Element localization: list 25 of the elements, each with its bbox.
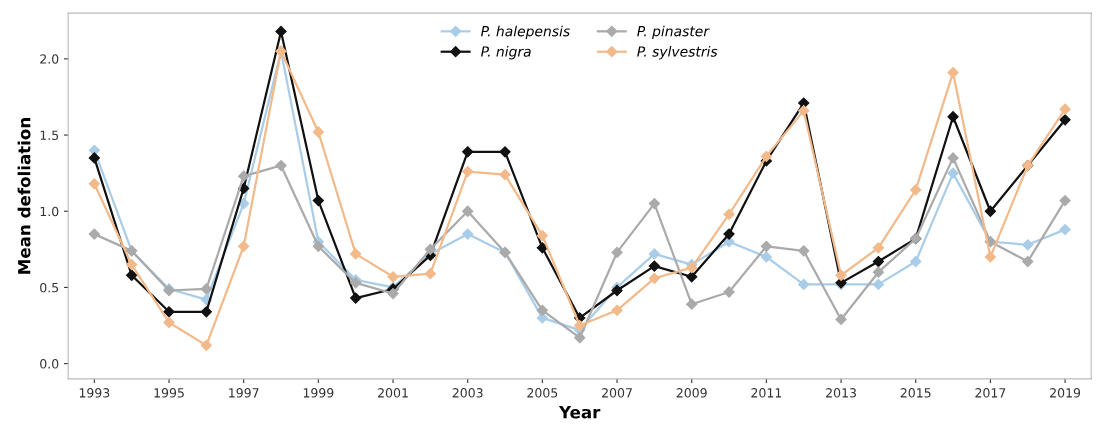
- y-tick-label: 1.5: [40, 130, 59, 140]
- x-tick-label: 2019: [1050, 388, 1081, 398]
- x-tick-label: 1997: [229, 388, 259, 398]
- y-tick-label: 1.0: [40, 206, 59, 217]
- x-tick-label: 2015: [900, 388, 931, 398]
- legend-label: P. pinaster: [637, 25, 710, 40]
- x-tick-label: 2017: [975, 388, 1006, 398]
- legend-label: P. sylvestris: [637, 46, 718, 60]
- x-tick-label: 1993: [79, 388, 110, 398]
- legend-label: P. nigra: [481, 46, 531, 60]
- legend-label: P. halepensis: [481, 25, 570, 40]
- x-tick-label: 2001: [378, 388, 408, 398]
- x-tick-label: 2013: [826, 388, 856, 398]
- y-axis-title: Mean defoliation: [17, 118, 31, 274]
- y-tick-label: 0.0: [40, 359, 59, 369]
- x-tick-label: 2009: [676, 388, 707, 398]
- x-tick-label: 1999: [303, 388, 334, 398]
- x-tick-label: 1995: [154, 388, 184, 398]
- x-tick-label: 2003: [452, 388, 483, 398]
- y-tick-label: 0.5: [40, 282, 59, 293]
- x-tick-label: 2011: [751, 388, 782, 398]
- y-tick-label: 2.0: [40, 54, 59, 64]
- x-tick-label: 2005: [527, 388, 558, 398]
- x-tick-label: 2007: [602, 388, 632, 398]
- x-axis-title: Year: [558, 406, 601, 419]
